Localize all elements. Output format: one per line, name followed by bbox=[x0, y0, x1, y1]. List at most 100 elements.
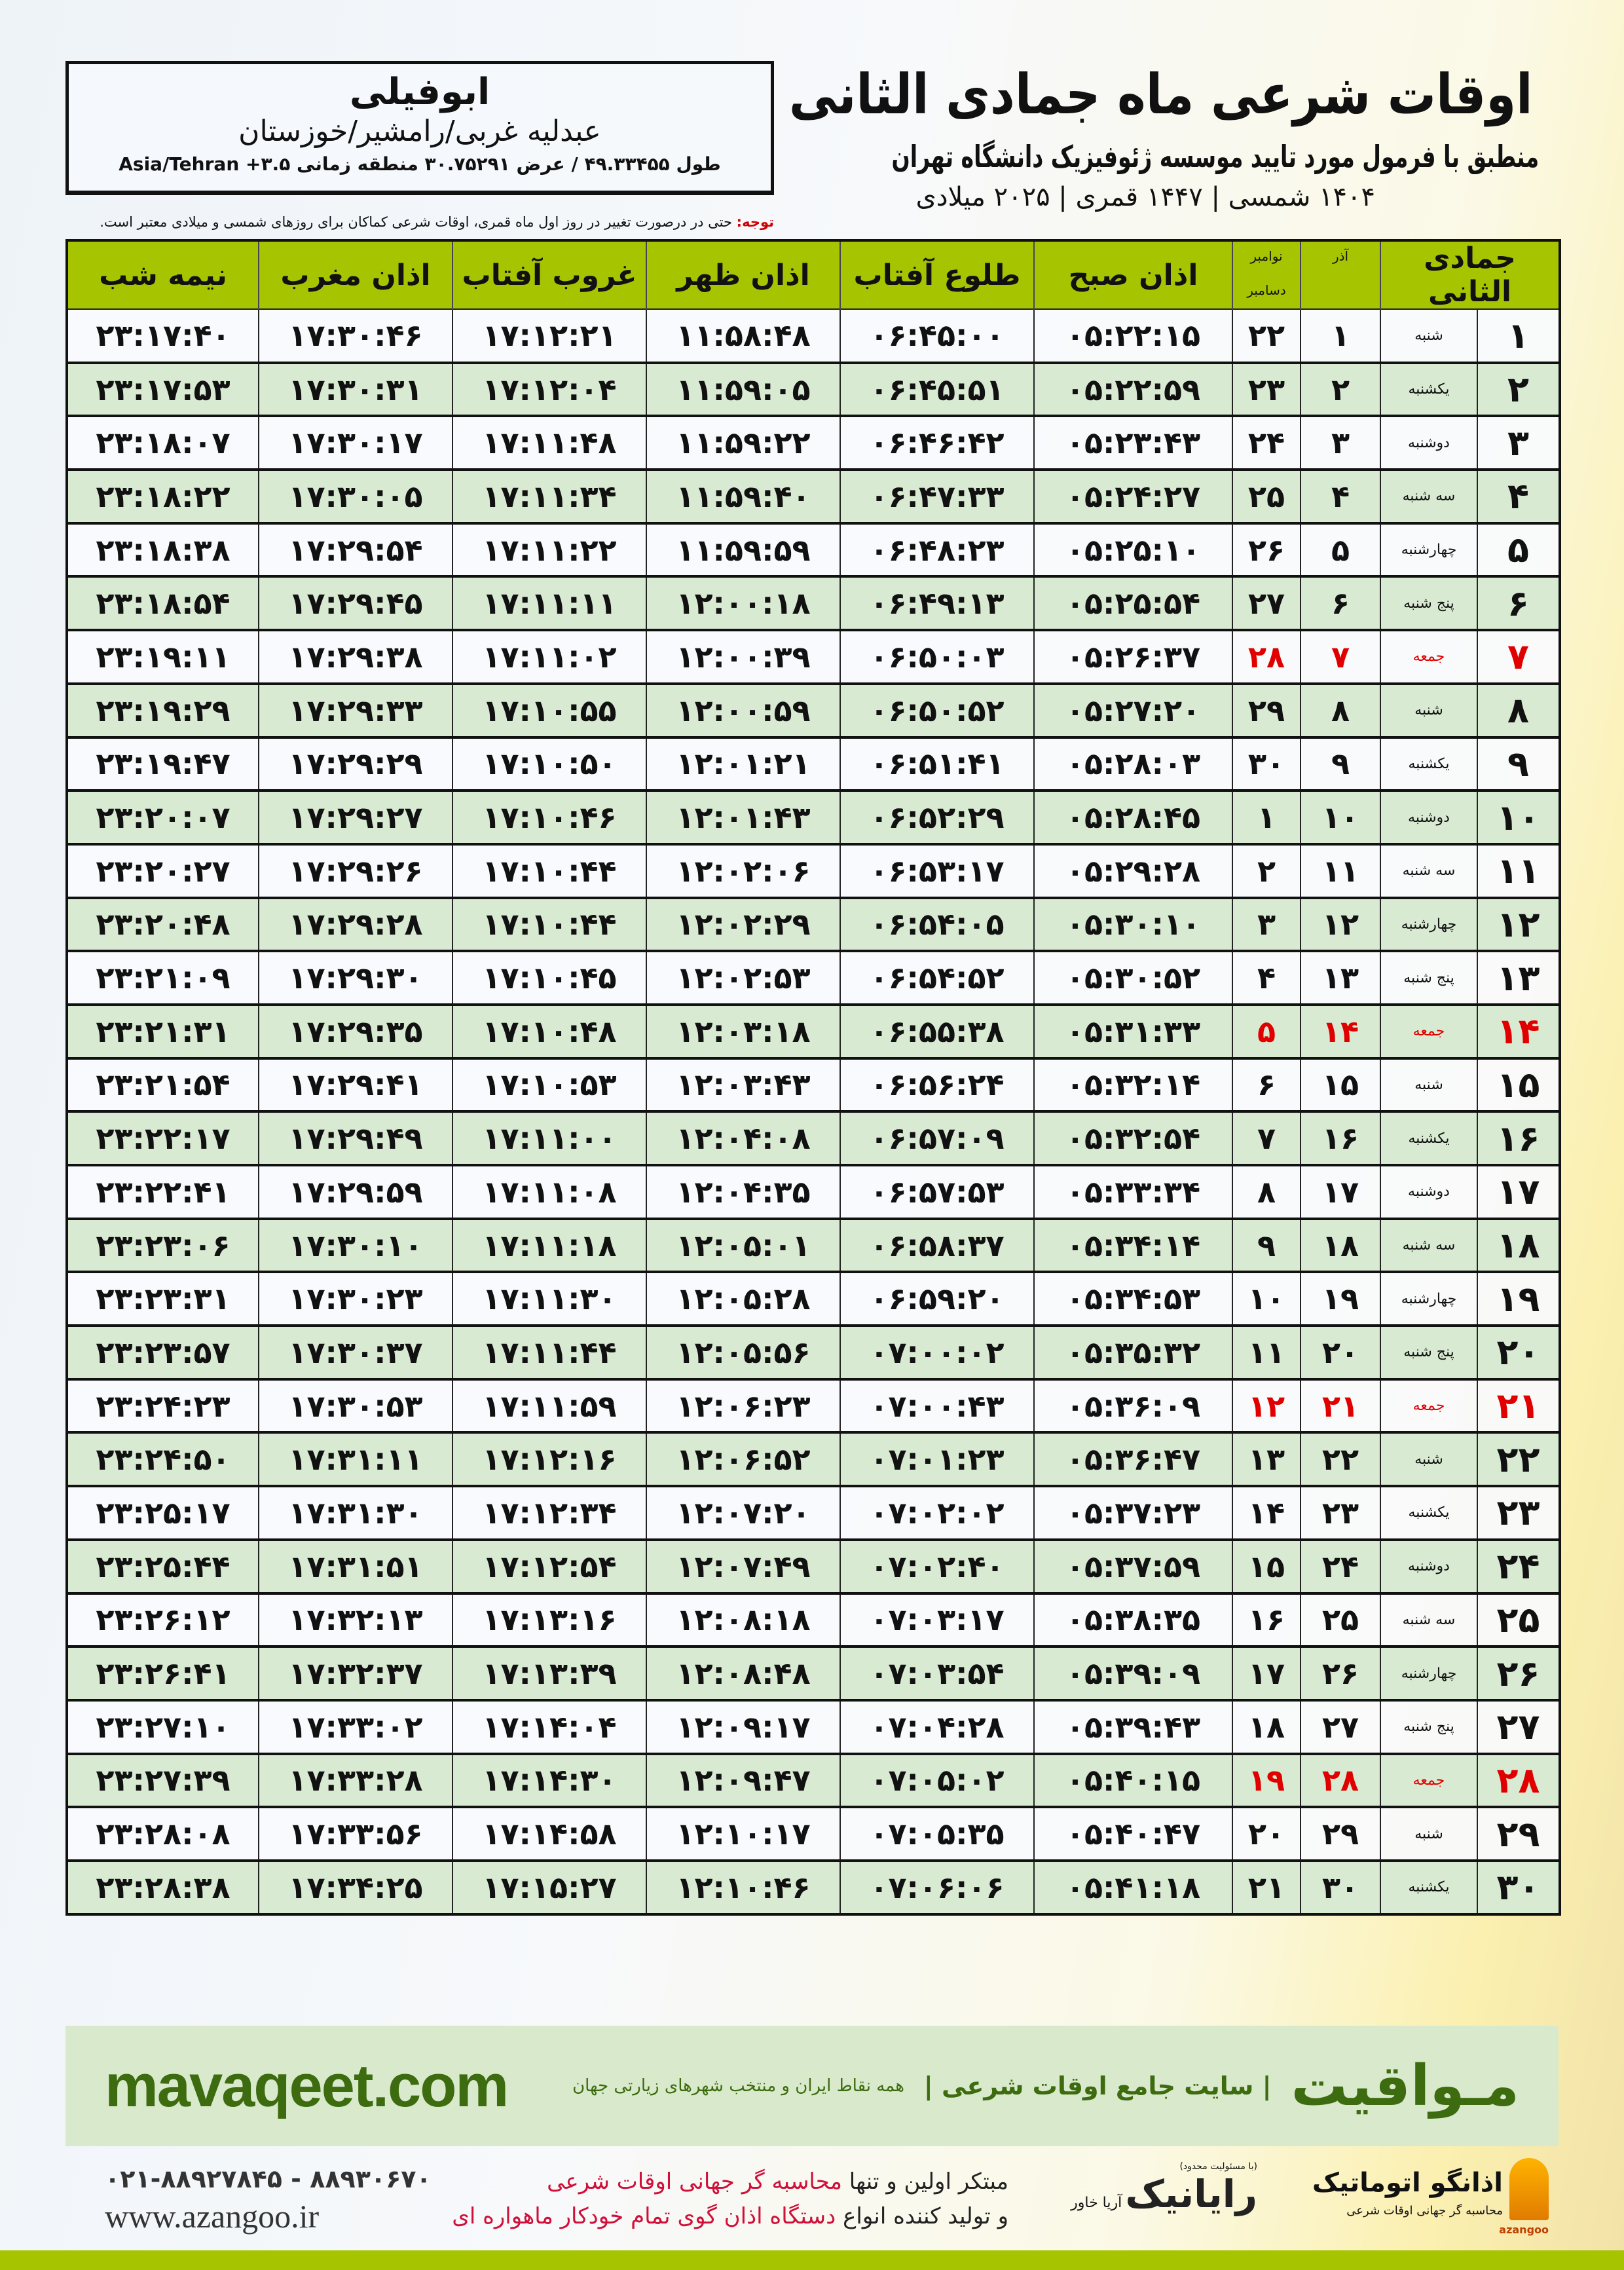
header-dhuhr: اذان ظهر bbox=[646, 240, 840, 309]
hijri-day: ۱۳ bbox=[1477, 950, 1561, 1006]
gregorian-day: ۵ bbox=[1232, 1003, 1301, 1060]
mavaqeet-banner: مـواقیت | سایت جامع اوقات شرعی | همه نقا… bbox=[65, 2026, 1559, 2146]
weekday: سه شنبه bbox=[1379, 1218, 1479, 1274]
table-row: ۲۰ پنج شنبه ۲۰ ۱۱ ۰۵:۳۵:۳۲ ۰۷:۰۰:۰۲ ۱۲:۰۵:۵۶ ۱۷… bbox=[66, 1325, 1561, 1381]
fajr-time: ۰۵:۲۷:۲۰ bbox=[1033, 682, 1233, 739]
fajr-time: ۰۵:۴۱:۱۸ bbox=[1033, 1859, 1233, 1916]
hijri-day: ۱۴ bbox=[1477, 1003, 1561, 1060]
weekday: دوشنبه bbox=[1379, 1538, 1479, 1595]
maghrib-time: ۱۷:۲۹:۳۵ bbox=[258, 1003, 453, 1060]
gregorian-day: ۱۴ bbox=[1232, 1485, 1301, 1541]
table-row: ۱۱ سه شنبه ۱۱ ۲ ۰۵:۲۹:۲۸ ۰۶:۵۳:۱۷ ۱۲:۰۲:۰۶ ۱۷:۱… bbox=[66, 843, 1561, 899]
maghrib-time: ۱۷:۲۹:۲۶ bbox=[258, 843, 453, 899]
table-row: ۱۸ سه شنبه ۱۸ ۹ ۰۵:۳۴:۱۴ ۰۶:۵۸:۳۷ ۱۲:۰۵:۰۱ ۱۷:۱… bbox=[66, 1218, 1561, 1274]
sunrise-time: ۰۶:۵۴:۰۵ bbox=[840, 897, 1035, 953]
hijri-day: ۴ bbox=[1477, 469, 1561, 525]
region-name: عبدلیه غربی/رامشیر/خوزستان bbox=[238, 115, 601, 148]
sunset-time: ۱۷:۱۲:۱۶ bbox=[452, 1432, 647, 1488]
hijri-day: ۲۵ bbox=[1477, 1592, 1561, 1648]
azar-day: ۲۴ bbox=[1300, 1538, 1381, 1595]
midnight-time: ۲۳:۲۸:۳۸ bbox=[66, 1859, 259, 1916]
weekday: سه شنبه bbox=[1379, 1592, 1479, 1648]
sunset-time: ۱۷:۱۰:۴۴ bbox=[452, 897, 647, 953]
azar-day: ۱۷ bbox=[1300, 1164, 1381, 1220]
fajr-time: ۰۵:۲۲:۱۵ bbox=[1033, 308, 1233, 364]
azar-day: ۲۰ bbox=[1300, 1325, 1381, 1381]
table-header: جمادی الثانی آذر نوامبر دسامبر اذان صبح ط… bbox=[66, 240, 1560, 309]
maghrib-time: ۱۷:۲۹:۴۵ bbox=[258, 576, 453, 632]
dhuhr-time: ۱۲:۰۰:۱۸ bbox=[646, 576, 841, 632]
gregorian-day: ۲۷ bbox=[1232, 576, 1301, 632]
weekday: سه شنبه bbox=[1379, 469, 1479, 525]
sunrise-time: ۰۶:۵۷:۰۹ bbox=[840, 1111, 1035, 1166]
table-row: ۴ سه شنبه ۴ ۲۵ ۰۵:۲۴:۲۷ ۰۶:۴۷:۳۳ ۱۱:۵۹:۴۰ ۱۷:۱۱… bbox=[66, 469, 1561, 525]
azar-day: ۳۰ bbox=[1300, 1859, 1381, 1916]
site-link[interactable]: mavaqeet.com bbox=[105, 2052, 509, 2119]
header-midnight: نیمه شب bbox=[66, 240, 259, 309]
azar-day: ۲۱ bbox=[1300, 1378, 1381, 1434]
rayanik-small: (با مسئولیت محدود) bbox=[1179, 2161, 1257, 2172]
weekday: چهارشنبه bbox=[1379, 897, 1479, 953]
sunrise-time: ۰۷:۰۲:۴۰ bbox=[840, 1538, 1035, 1595]
table-row: ۷ جمعه ۷ ۲۸ ۰۵:۲۶:۳۷ ۰۶:۵۰:۰۳ ۱۲:۰۰:۳۹ ۱۷:۱۱:۰۲… bbox=[66, 629, 1561, 685]
table-row: ۲۵ سه شنبه ۲۵ ۱۶ ۰۵:۳۸:۳۵ ۰۷:۰۳:۱۷ ۱۲:۰۸:۱۸ ۱۷:… bbox=[66, 1592, 1561, 1648]
azar-day: ۱۳ bbox=[1300, 950, 1381, 1006]
gregorian-day: ۱۱ bbox=[1232, 1325, 1301, 1381]
azar-day: ۱۱ bbox=[1300, 843, 1381, 899]
azar-day: ۲۳ bbox=[1300, 1485, 1381, 1541]
weekday: چهارشنبه bbox=[1379, 1646, 1479, 1702]
fajr-time: ۰۵:۳۹:۴۳ bbox=[1033, 1699, 1233, 1755]
table-row: ۱۴ جمعه ۱۴ ۵ ۰۵:۳۱:۳۳ ۰۶:۵۵:۳۸ ۱۲:۰۳:۱۸ ۱۷:۱۰:۴… bbox=[66, 1003, 1561, 1060]
fajr-time: ۰۵:۲۲:۵۹ bbox=[1033, 362, 1233, 418]
dhuhr-time: ۱۲:۰۴:۳۵ bbox=[646, 1164, 841, 1220]
weekday: چهارشنبه bbox=[1379, 1271, 1479, 1328]
maghrib-time: ۱۷:۳۰:۱۷ bbox=[258, 415, 453, 472]
sunrise-time: ۰۶:۴۹:۱۳ bbox=[840, 576, 1035, 632]
maghrib-time: ۱۷:۳۰:۵۳ bbox=[258, 1378, 453, 1434]
weekday: شنبه bbox=[1379, 308, 1479, 364]
azar-day: ۲۶ bbox=[1300, 1646, 1381, 1702]
sunset-time: ۱۷:۱۰:۴۵ bbox=[452, 950, 647, 1006]
dhuhr-time: ۱۲:۰۴:۰۸ bbox=[646, 1111, 841, 1166]
dhuhr-time: ۱۱:۵۸:۴۸ bbox=[646, 308, 841, 364]
header-gregorian: نوامبر دسامبر bbox=[1232, 240, 1301, 309]
gregorian-day: ۱۸ bbox=[1232, 1699, 1301, 1755]
dhuhr-time: ۱۱:۵۹:۵۹ bbox=[646, 522, 841, 578]
sunset-time: ۱۷:۱۴:۰۴ bbox=[452, 1699, 647, 1755]
fajr-time: ۰۵:۳۴:۱۴ bbox=[1033, 1218, 1233, 1274]
azar-day: ۲ bbox=[1300, 362, 1381, 418]
midnight-time: ۲۳:۱۸:۲۲ bbox=[66, 469, 259, 525]
gregorian-day: ۱۵ bbox=[1232, 1538, 1301, 1595]
sunset-time: ۱۷:۱۱:۱۸ bbox=[452, 1218, 647, 1274]
maghrib-time: ۱۷:۳۳:۲۸ bbox=[258, 1753, 453, 1809]
azar-day: ۱۹ bbox=[1300, 1271, 1381, 1328]
midnight-time: ۲۳:۱۹:۱۱ bbox=[66, 629, 259, 685]
sunset-time: ۱۷:۱۱:۴۸ bbox=[452, 415, 647, 472]
weekday: پنج شنبه bbox=[1379, 1325, 1479, 1381]
sunrise-time: ۰۶:۵۱:۴۱ bbox=[840, 736, 1035, 792]
azangoo-link[interactable]: www.azangoo.ir bbox=[105, 2198, 320, 2235]
fajr-time: ۰۵:۲۸:۴۵ bbox=[1033, 790, 1233, 846]
sunrise-time: ۰۶:۵۶:۲۴ bbox=[840, 1057, 1035, 1113]
hijri-day: ۱۹ bbox=[1477, 1271, 1561, 1328]
dhuhr-time: ۱۱:۵۹:۴۰ bbox=[646, 469, 841, 525]
hijri-day: ۱۲ bbox=[1477, 897, 1561, 953]
table-row: ۲۴ دوشنبه ۲۴ ۱۵ ۰۵:۳۷:۵۹ ۰۷:۰۲:۴۰ ۱۲:۰۷:۴۹ ۱۷:۱… bbox=[66, 1538, 1561, 1595]
weekday: جمعه bbox=[1379, 629, 1479, 685]
maghrib-time: ۱۷:۳۰:۳۷ bbox=[258, 1325, 453, 1381]
hijri-day: ۹ bbox=[1477, 736, 1561, 792]
sunrise-time: ۰۶:۵۵:۳۸ bbox=[840, 1003, 1035, 1060]
sunset-time: ۱۷:۱۰:۵۰ bbox=[452, 736, 647, 792]
sunset-time: ۱۷:۱۱:۱۱ bbox=[452, 576, 647, 632]
gregorian-day: ۱۰ bbox=[1232, 1271, 1301, 1328]
dhuhr-time: ۱۲:۰۲:۵۳ bbox=[646, 950, 841, 1006]
midnight-time: ۲۳:۲۵:۱۷ bbox=[66, 1485, 259, 1541]
midnight-time: ۲۳:۱۸:۵۴ bbox=[66, 576, 259, 632]
azar-day: ۱۰ bbox=[1300, 790, 1381, 846]
gregorian-day: ۲۰ bbox=[1232, 1806, 1301, 1862]
maghrib-time: ۱۷:۲۹:۴۱ bbox=[258, 1057, 453, 1113]
rayanik-logo: (با مسئولیت محدود) رایانیک آریا خاور bbox=[1071, 2161, 1257, 2216]
tagline: | سایت جامع اوقات شرعی | bbox=[923, 2072, 1272, 2100]
bottom-strip bbox=[0, 2250, 1624, 2270]
dhuhr-time: ۱۲:۰۵:۲۸ bbox=[646, 1271, 841, 1328]
